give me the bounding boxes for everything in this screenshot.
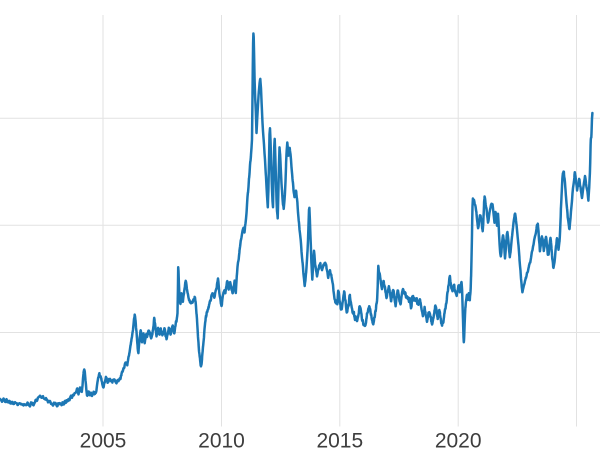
svg-text:2010: 2010 <box>198 430 245 451</box>
svg-text:2005: 2005 <box>80 430 127 451</box>
svg-text:2015: 2015 <box>316 430 363 451</box>
svg-text:2020: 2020 <box>435 430 482 451</box>
